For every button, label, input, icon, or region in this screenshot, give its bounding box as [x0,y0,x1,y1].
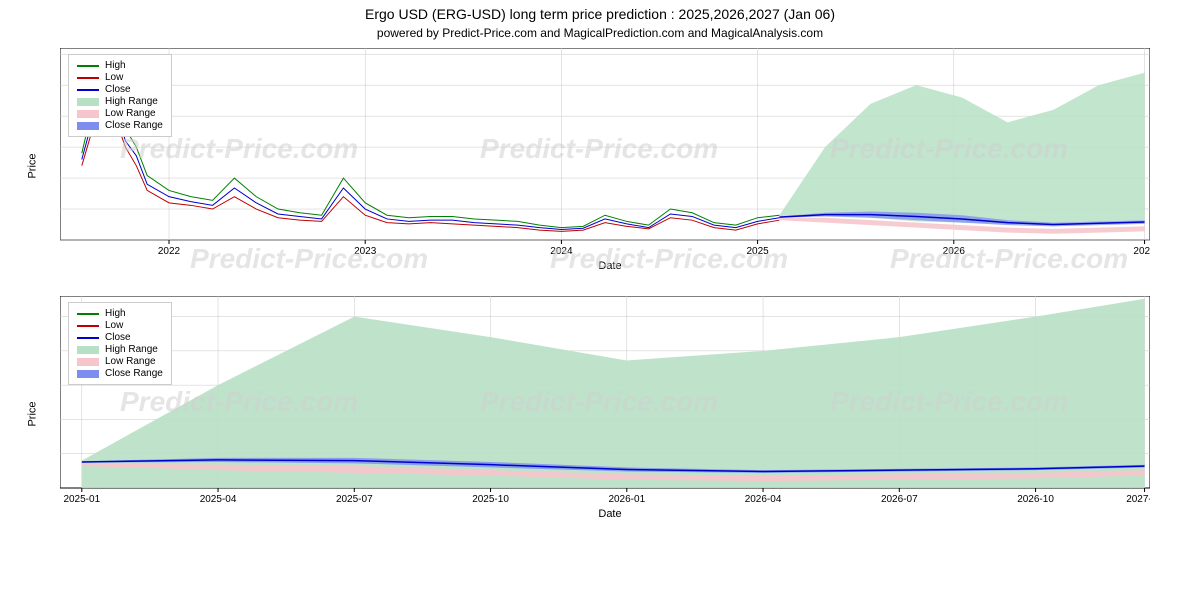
legend-item: Close Range [77,120,163,131]
legend-label: Low Range [105,356,156,367]
svg-text:2025: 2025 [746,246,769,257]
svg-text:2027: 2027 [1133,246,1150,257]
chart1-legend: HighLowCloseHigh RangeLow RangeClose Ran… [68,54,172,137]
legend-label: High Range [105,96,158,107]
legend-item: Low Range [77,108,163,119]
legend-swatch [77,110,99,118]
chart1-ylabel: Price [27,153,39,178]
legend-label: High [105,308,126,319]
chart-top: Price 0.02.55.07.510.012.515.02022202320… [60,48,1160,284]
svg-text:2026-04: 2026-04 [745,494,782,505]
legend-item: High Range [77,96,163,107]
legend-swatch [77,325,99,327]
legend-swatch [77,346,99,354]
legend-item: Close Range [77,368,163,379]
svg-text:2027-01: 2027-01 [1126,494,1150,505]
legend-swatch [77,358,99,366]
legend-swatch [77,89,99,91]
legend-swatch [77,77,99,79]
page-title: Ergo USD (ERG-USD) long term price predi… [0,6,1200,22]
legend-label: Low Range [105,108,156,119]
legend-item: Low [77,72,163,83]
legend-item: Close [77,332,163,343]
legend-item: High Range [77,344,163,355]
legend-item: High [77,308,163,319]
svg-text:2025-07: 2025-07 [336,494,373,505]
legend-item: Low Range [77,356,163,367]
svg-text:2025-04: 2025-04 [200,494,237,505]
legend-label: High [105,60,126,71]
legend-swatch [77,313,99,315]
legend-swatch [77,65,99,67]
svg-text:2026-01: 2026-01 [608,494,645,505]
legend-label: High Range [105,344,158,355]
chart-bottom: Price 2.55.07.510.012.52025-012025-04202… [60,296,1160,532]
svg-text:2026: 2026 [943,246,966,257]
chart1-svg: 0.02.55.07.510.012.515.02022202320242025… [60,48,1150,258]
svg-text:2023: 2023 [354,246,377,257]
legend-item: High [77,60,163,71]
legend-swatch [77,370,99,378]
legend-label: Close Range [105,120,163,131]
legend-swatch [77,337,99,339]
legend-label: Close [105,84,131,95]
chart2-xlabel: Date [60,508,1160,520]
page-subtitle: powered by Predict-Price.com and Magical… [0,26,1200,40]
chart2-svg: 2.55.07.510.012.52025-012025-042025-0720… [60,296,1150,506]
legend-item: Low [77,320,163,331]
legend-label: Close [105,332,131,343]
svg-text:2026-10: 2026-10 [1017,494,1054,505]
svg-text:2025-01: 2025-01 [63,494,100,505]
legend-swatch [77,122,99,130]
chart2-ylabel: Price [27,401,39,426]
svg-text:2026-07: 2026-07 [881,494,918,505]
svg-text:2025-10: 2025-10 [472,494,509,505]
svg-text:2022: 2022 [158,246,181,257]
svg-text:2024: 2024 [550,246,573,257]
legend-swatch [77,98,99,106]
legend-item: Close [77,84,163,95]
chart1-xlabel: Date [60,260,1160,272]
legend-label: Close Range [105,368,163,379]
legend-label: Low [105,320,123,331]
legend-label: Low [105,72,123,83]
chart2-legend: HighLowCloseHigh RangeLow RangeClose Ran… [68,302,172,385]
